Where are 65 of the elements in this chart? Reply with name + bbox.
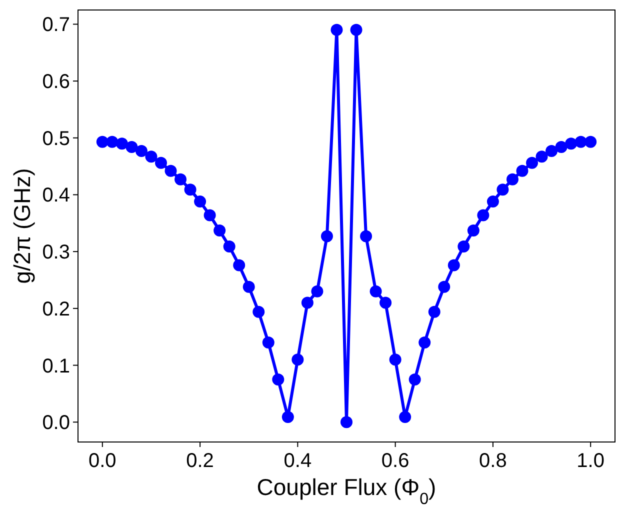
point <box>496 184 509 196</box>
point <box>546 144 558 157</box>
point <box>340 416 352 428</box>
y-tick-label: 0.4 <box>42 184 70 207</box>
point <box>272 373 284 386</box>
point <box>204 209 216 222</box>
point <box>106 136 118 148</box>
point <box>154 156 167 169</box>
point <box>555 140 568 153</box>
x-tick-label: 0.6 <box>381 450 410 472</box>
point <box>360 230 372 242</box>
point <box>536 150 548 163</box>
point <box>380 296 392 309</box>
point <box>126 140 138 153</box>
point <box>584 136 597 148</box>
point <box>330 24 343 36</box>
y-tick-label: 0.3 <box>42 242 70 264</box>
point <box>282 410 294 423</box>
y-tick-label: 0.1 <box>42 355 70 378</box>
point <box>184 184 196 196</box>
point <box>242 280 255 293</box>
point <box>458 240 470 252</box>
point <box>311 285 324 298</box>
point <box>292 354 304 366</box>
x-tick-label: 0.0 <box>88 450 116 472</box>
point <box>223 240 236 252</box>
y-tick-label: 0.5 <box>42 128 70 150</box>
point <box>438 280 450 293</box>
point <box>506 173 518 186</box>
point <box>399 410 412 423</box>
point <box>262 336 274 349</box>
y-tick-label: 0.0 <box>42 412 70 434</box>
point <box>174 173 187 186</box>
point <box>408 373 421 386</box>
point <box>477 209 490 222</box>
x-tick-label: 1.0 <box>576 450 604 472</box>
point <box>448 259 460 272</box>
x-tick-label: 0.8 <box>479 450 507 472</box>
point <box>116 138 128 150</box>
x-tick-label: 0.2 <box>186 450 214 472</box>
point <box>214 224 226 237</box>
point <box>526 156 538 169</box>
y-tick-label: 0.7 <box>42 14 70 36</box>
point <box>350 24 362 36</box>
point <box>370 285 382 298</box>
point <box>301 296 314 309</box>
x-axis-title: Coupler Flux (Φ$_{0}$) <box>256 474 436 507</box>
y-tick-label: 0.2 <box>42 298 70 320</box>
point <box>516 164 528 177</box>
x-tick-label: 0.4 <box>284 450 312 472</box>
y-axis-title: g/2π (GHz) <box>9 168 35 284</box>
point <box>135 144 148 157</box>
y-tick-label: 0.6 <box>42 71 70 94</box>
point <box>194 196 206 208</box>
point <box>389 354 402 366</box>
point <box>565 138 578 150</box>
point <box>486 196 499 208</box>
point <box>467 224 480 237</box>
point <box>428 306 440 318</box>
point <box>164 164 177 177</box>
point <box>320 230 333 242</box>
point <box>252 306 265 318</box>
point <box>418 336 431 349</box>
point <box>145 150 158 163</box>
point <box>233 259 246 272</box>
